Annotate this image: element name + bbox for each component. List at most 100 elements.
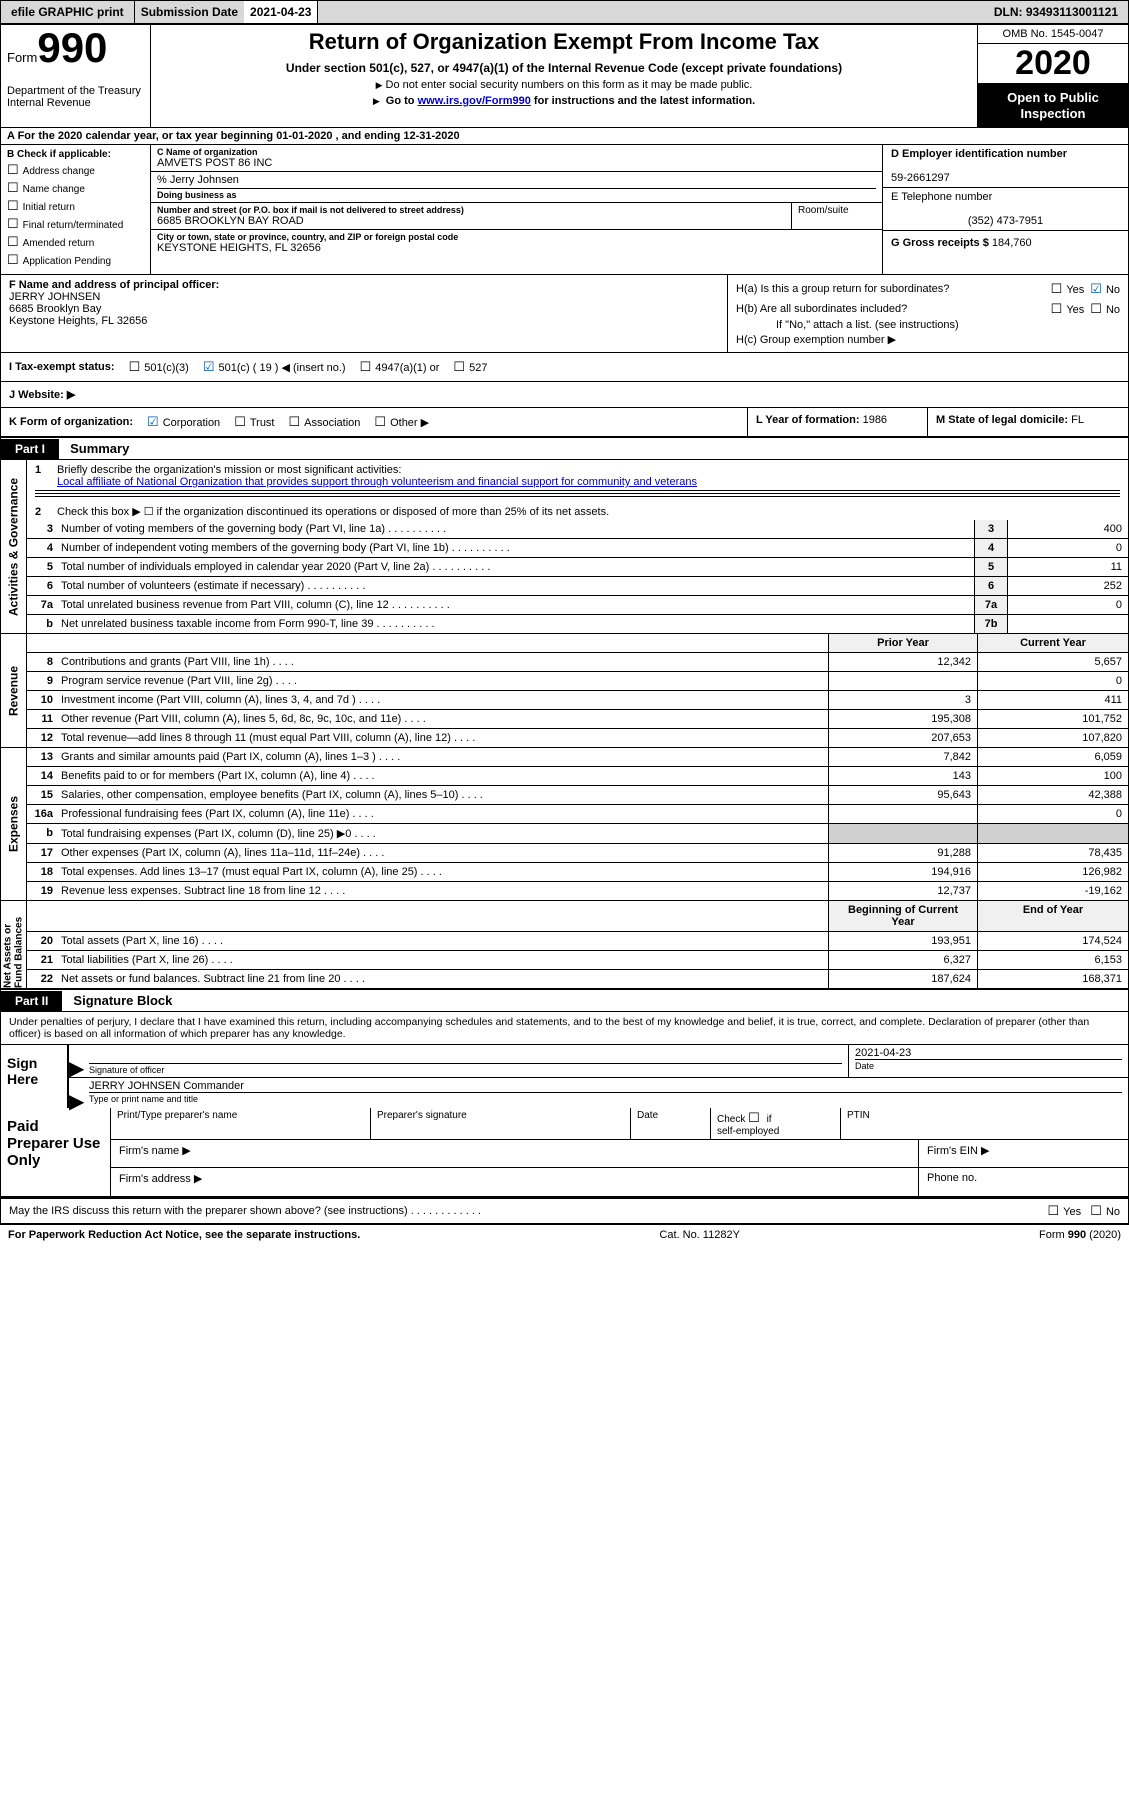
col-b-checkboxes: B Check if applicable: Address change Na… — [1, 145, 151, 274]
chk-association[interactable]: Association — [289, 414, 361, 430]
type-print-label: Type or print name and title — [89, 1092, 1122, 1104]
line-desc: Number of voting members of the governin… — [57, 520, 974, 538]
chk-other[interactable]: Other ▶ — [374, 414, 429, 430]
current-year-value: 174,524 — [978, 932, 1128, 950]
line-15: 15 Salaries, other compensation, employe… — [27, 786, 1128, 805]
signature-field[interactable]: Signature of officer — [83, 1045, 848, 1077]
line-7b: b Net unrelated business taxable income … — [27, 615, 1128, 633]
hb-yes[interactable]: Yes — [1051, 301, 1085, 317]
footer-mid: Cat. No. 11282Y — [659, 1229, 740, 1241]
line-desc: Total unrelated business revenue from Pa… — [57, 596, 974, 614]
s2-rows: 8 Contributions and grants (Part VIII, l… — [27, 653, 1128, 747]
current-year-value: 0 — [978, 805, 1128, 823]
part2-title: Signature Block — [65, 990, 180, 1011]
signature-date: 2021-04-23 Date — [848, 1045, 1128, 1077]
line-b: b Total fundraising expenses (Part IX, c… — [27, 824, 1128, 844]
h-a: H(a) Is this a group return for subordin… — [736, 279, 1120, 299]
chk-application-pending[interactable]: Application Pending — [7, 252, 144, 268]
name-arrow-icon: ▶ — [69, 1078, 83, 1108]
chk-address-change[interactable]: Address change — [7, 162, 144, 178]
current-year-value: 42,388 — [978, 786, 1128, 804]
activities-content: 1Briefly describe the organization's mis… — [27, 460, 1128, 633]
prior-year-value: 195,308 — [828, 710, 978, 728]
chk-501c[interactable]: 501(c) ( 19 ) ◀ (insert no.) — [203, 359, 346, 375]
chk-4947[interactable]: 4947(a)(1) or — [360, 359, 440, 375]
signature-of-officer-label: Signature of officer — [89, 1063, 842, 1075]
hb-label: H(b) Are all subordinates included? — [736, 303, 1045, 315]
omb-number: OMB No. 1545-0047 — [978, 25, 1128, 44]
line-desc: Total number of volunteers (estimate if … — [57, 577, 974, 595]
h-b: H(b) Are all subordinates included? Yes … — [736, 299, 1120, 319]
line-num: 22 — [27, 970, 57, 988]
s4-rows: 20 Total assets (Part X, line 16) . . . … — [27, 932, 1128, 988]
ha-yes[interactable]: Yes — [1051, 281, 1085, 297]
prior-year-value: 207,653 — [828, 729, 978, 747]
instructions-link[interactable]: www.irs.gov/Form990 — [418, 95, 531, 107]
efile-print-button[interactable]: efile GRAPHIC print — [1, 1, 135, 23]
line-desc: Total assets (Part X, line 16) . . . . — [57, 932, 828, 950]
line-num: 10 — [27, 691, 57, 709]
goto-text: Go to — [386, 95, 418, 107]
paid-preparer-block: Paid Preparer Use Only Print/Type prepar… — [1, 1108, 1128, 1198]
prior-year-value — [828, 824, 978, 843]
line-code: 5 — [974, 558, 1008, 576]
form-prefix: Form — [7, 50, 37, 65]
line-desc: Professional fundraising fees (Part IX, … — [57, 805, 828, 823]
mission-text: Local affiliate of National Organization… — [57, 476, 697, 488]
street-row: Number and street (or P.O. box if mail i… — [151, 203, 882, 230]
m-state-domicile: M State of legal domicile: FL — [928, 408, 1128, 436]
chk-initial-return[interactable]: Initial return — [7, 198, 144, 214]
submission-date-value: 2021-04-23 — [244, 1, 318, 23]
current-year-value: 100 — [978, 767, 1128, 785]
chk-501c3[interactable]: 501(c)(3) — [129, 359, 189, 375]
ha-no[interactable]: No — [1090, 281, 1120, 297]
prior-year-value: 91,288 — [828, 844, 978, 862]
line-num: 8 — [27, 653, 57, 671]
line-11: 11 Other revenue (Part VIII, column (A),… — [27, 710, 1128, 729]
line-num: 5 — [27, 558, 57, 576]
line-desc: Investment income (Part VIII, column (A)… — [57, 691, 828, 709]
line-7a: 7a Total unrelated business revenue from… — [27, 596, 1128, 615]
chk-self-employed[interactable] — [748, 1114, 764, 1125]
line-18: 18 Total expenses. Add lines 13–17 (must… — [27, 863, 1128, 882]
line-desc: Net unrelated business taxable income fr… — [57, 615, 974, 633]
discuss-no[interactable]: No — [1090, 1203, 1120, 1219]
part1-header-row: Part I Summary — [1, 438, 1128, 460]
line-desc: Salaries, other compensation, employee b… — [57, 786, 828, 804]
l-year-formation: L Year of formation: 1986 — [748, 408, 928, 436]
phone-label: E Telephone number — [891, 191, 992, 203]
ptin-label: PTIN — [841, 1108, 1128, 1139]
line-17: 17 Other expenses (Part IX, column (A), … — [27, 844, 1128, 863]
col-d-e-g: D Employer identification number 59-2661… — [883, 145, 1128, 274]
line-num: b — [27, 615, 57, 633]
sidebar-netassets: Net Assets or Fund Balances — [1, 901, 27, 988]
line-num: 18 — [27, 863, 57, 881]
line-desc: Total number of individuals employed in … — [57, 558, 974, 576]
discuss-yes[interactable]: Yes — [1048, 1203, 1082, 1219]
line-num: 16a — [27, 805, 57, 823]
gross-receipts-label: G Gross receipts $ — [891, 237, 989, 249]
line-code: 7b — [974, 615, 1008, 633]
ha-label: H(a) Is this a group return for subordin… — [736, 283, 1045, 295]
chk-name-change[interactable]: Name change — [7, 180, 144, 196]
chk-amended-return[interactable]: Amended return — [7, 234, 144, 250]
line-num: 6 — [27, 577, 57, 595]
form-number: 990 — [37, 24, 107, 71]
phone-value: (352) 473-7951 — [891, 215, 1120, 227]
line-value: 11 — [1008, 558, 1128, 576]
street: 6685 BROOKLYN BAY ROAD — [157, 215, 785, 227]
line-num: 15 — [27, 786, 57, 804]
chk-527[interactable]: 527 — [453, 359, 487, 375]
footer: For Paperwork Reduction Act Notice, see … — [0, 1224, 1129, 1245]
chk-trust[interactable]: Trust — [234, 414, 274, 430]
chk-final-return[interactable]: Final return/terminated — [7, 216, 144, 232]
self-employed-check[interactable]: Check ifself-employed — [711, 1108, 841, 1139]
current-year-value: 78,435 — [978, 844, 1128, 862]
line-3: 3 Number of voting members of the govern… — [27, 520, 1128, 539]
line-21: 21 Total liabilities (Part X, line 26) .… — [27, 951, 1128, 970]
l-value: 1986 — [863, 414, 887, 426]
line-4: 4 Number of independent voting members o… — [27, 539, 1128, 558]
chk-corporation[interactable]: Corporation — [147, 414, 220, 430]
hb-no[interactable]: No — [1090, 301, 1120, 317]
dept-irs: Internal Revenue — [7, 97, 144, 109]
